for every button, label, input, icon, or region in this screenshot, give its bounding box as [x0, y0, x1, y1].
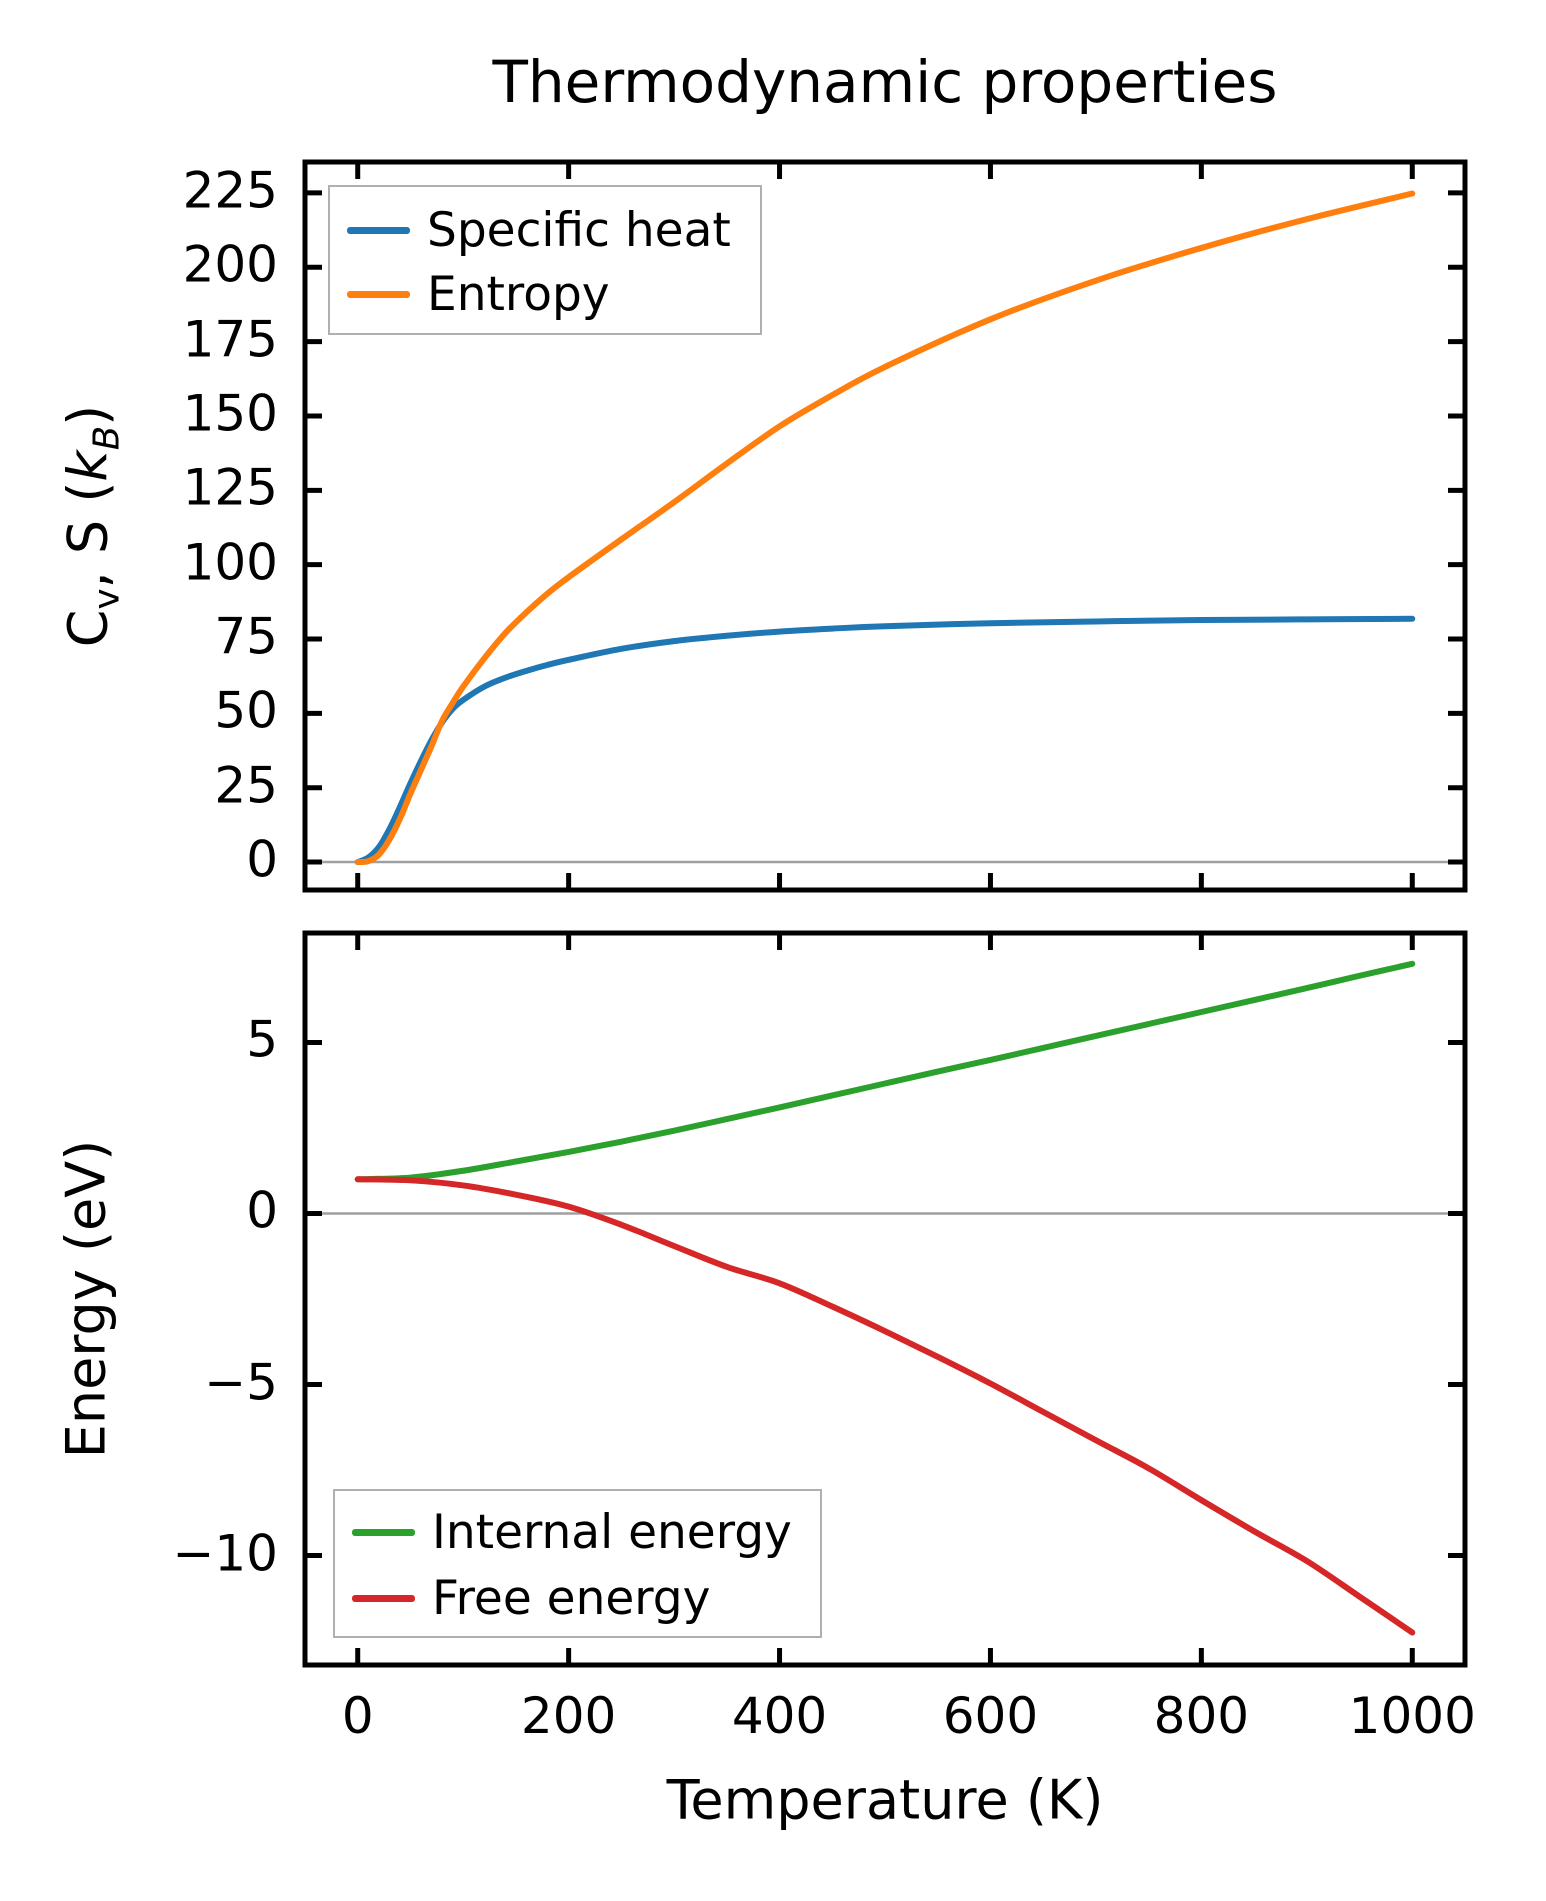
top-ytick-label: 50 [214, 682, 278, 741]
specific-heat-curve [354, 615, 1416, 866]
top-ytick-label: 175 [182, 310, 278, 369]
top-ytick-label: 225 [182, 161, 278, 220]
ylabel-cv-sub: v [86, 588, 128, 610]
top-legend: Specific heat Entropy [328, 185, 762, 335]
legend-label: Free energy [432, 1570, 711, 1626]
xtick-label: 400 [731, 1687, 828, 1745]
top-ytick-label: 25 [214, 756, 278, 815]
top-ytick-label: 150 [182, 384, 278, 443]
xtick-label: 1000 [1348, 1687, 1476, 1745]
legend-row: Internal energy [352, 1499, 820, 1565]
bottom-ytick-label: −10 [172, 1524, 278, 1583]
bottom-ytick-label: −5 [204, 1353, 278, 1412]
entropy-legend-line-icon [347, 290, 410, 298]
legend-label: Internal energy [432, 1504, 792, 1560]
free-energy-curve [354, 1176, 1416, 1636]
ylabel-kb-sub: B [86, 425, 128, 451]
internal-energy-legend-line-icon [352, 1528, 415, 1536]
xtick-label: 0 [341, 1687, 374, 1745]
legend-row: Specific heat [347, 198, 760, 262]
legend-row: Free energy [352, 1565, 820, 1631]
top-y-axis-label: Cv, S (kB) [57, 405, 128, 647]
top-ytick-label: 75 [214, 607, 278, 666]
bottom-axes-frame [302, 930, 1468, 1668]
ylabel-cv-main: C [56, 609, 120, 648]
figure-title: Thermodynamic properties [492, 48, 1278, 116]
bottom-ytick-label: 5 [246, 1011, 278, 1070]
ylabel-close: ) [56, 404, 120, 426]
legend-label: Entropy [427, 266, 610, 322]
bottom-legend: Internal energy Free energy [333, 1489, 822, 1638]
top-ytick-label: 125 [182, 458, 278, 517]
legend-label: Specific heat [427, 202, 731, 258]
ylabel-kb-main: k [56, 450, 120, 482]
top-ytick-label: 0 [246, 830, 278, 889]
xtick-label: 600 [942, 1687, 1039, 1745]
entropy-curve [354, 190, 1416, 866]
free-energy-legend-line-icon [352, 1594, 415, 1602]
ylabel-mid: , S ( [56, 481, 120, 589]
legend-row: Entropy [347, 262, 760, 326]
top-ytick-label: 100 [182, 533, 278, 592]
xtick-label: 200 [520, 1687, 617, 1745]
top-ytick-label: 200 [182, 235, 278, 294]
specific-heat-legend-line-icon [347, 226, 410, 234]
internal-energy-curve [354, 960, 1416, 1183]
bottom-ytick-label: 0 [246, 1182, 278, 1241]
bottom-y-axis-label: Energy (eV) [54, 1139, 118, 1459]
x-axis-label: Temperature (K) [666, 1768, 1104, 1832]
top-axes-frame [302, 159, 1468, 893]
xtick-label: 800 [1153, 1687, 1250, 1745]
